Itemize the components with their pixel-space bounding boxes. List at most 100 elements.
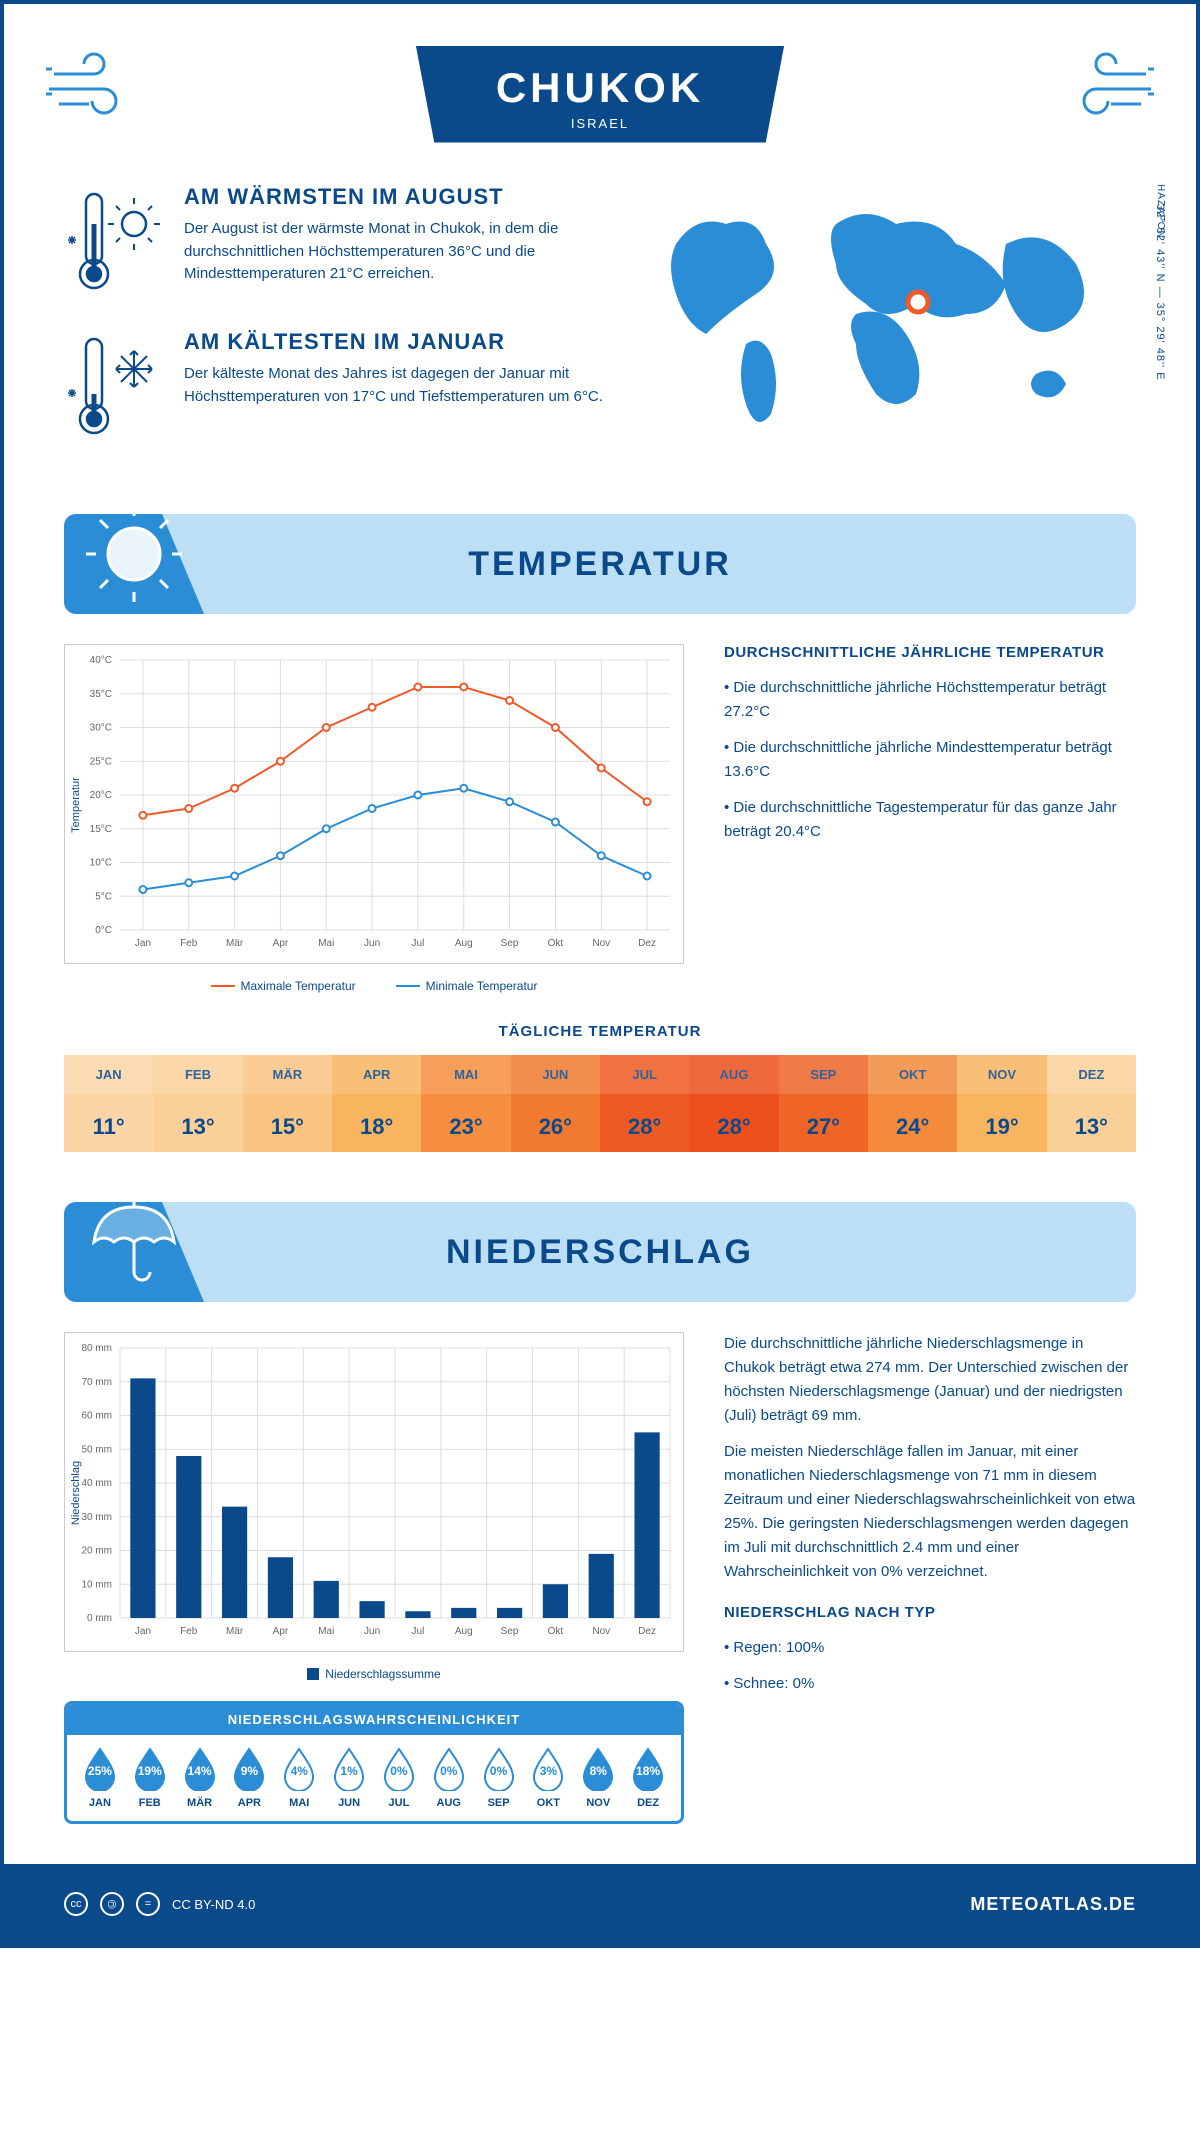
daily-temp-month: DEZ	[1047, 1055, 1136, 1094]
world-map-icon	[656, 184, 1116, 444]
by-icon: 🄯	[100, 1892, 124, 1916]
warmest-text: Der August ist der wärmste Monat in Chuk…	[184, 218, 616, 286]
svg-text:Feb: Feb	[180, 938, 198, 949]
precip-text-2: Die meisten Niederschläge fallen im Janu…	[724, 1440, 1136, 1584]
svg-text:Jun: Jun	[364, 938, 380, 949]
svg-text:Niederschlag: Niederschlag	[70, 1461, 82, 1525]
daily-temp-value: 13°	[153, 1094, 242, 1152]
svg-text:Mai: Mai	[318, 1626, 334, 1637]
daily-temp-value: 28°	[600, 1094, 689, 1152]
country-subtitle: ISRAEL	[496, 116, 704, 131]
temperature-line-chart: 0°C5°C10°C15°C20°C25°C30°C35°C40°CJanFeb…	[64, 644, 684, 964]
coldest-fact: AM KÄLTESTEN IM JANUAR Der kälteste Mona…	[64, 329, 616, 444]
daily-temp-month: JUL	[600, 1055, 689, 1094]
daily-temp-title: TÄGLICHE TEMPERATUR	[64, 1023, 1136, 1040]
svg-text:Apr: Apr	[273, 1626, 289, 1637]
daily-temp-month: SEP	[779, 1055, 868, 1094]
temperature-title: TEMPERATUR	[468, 545, 732, 584]
svg-text:Temperatur: Temperatur	[70, 777, 82, 833]
svg-text:5°C: 5°C	[95, 891, 112, 902]
nd-icon: =	[136, 1892, 160, 1916]
probability-title: NIEDERSCHLAGSWAHRSCHEINLICHKEIT	[67, 1704, 681, 1735]
temp-info-title: DURCHSCHNITTLICHE JÄHRLICHE TEMPERATUR	[724, 644, 1136, 661]
svg-text:Okt: Okt	[548, 938, 564, 949]
intro-section: AM WÄRMSTEN IM AUGUST Der August ist der…	[64, 184, 1136, 474]
svg-text:60 mm: 60 mm	[81, 1411, 112, 1422]
svg-text:Jul: Jul	[412, 1626, 425, 1637]
temp-info-bullet: • Die durchschnittliche Tagestemperatur …	[724, 796, 1136, 844]
coordinates: 32° 52' 43'' N — 35° 29' 48'' E	[1154, 204, 1166, 381]
bar-legend: Niederschlagssumme	[64, 1667, 684, 1681]
svg-text:Aug: Aug	[455, 1626, 473, 1637]
temperature-section-header: TEMPERATUR	[64, 514, 1136, 614]
probability-cell: 0%AUG	[424, 1747, 474, 1809]
precipitation-title: NIEDERSCHLAG	[446, 1233, 754, 1272]
svg-text:Apr: Apr	[273, 938, 289, 949]
svg-text:40 mm: 40 mm	[81, 1478, 112, 1489]
precip-type-bullet: • Schnee: 0%	[724, 1672, 1136, 1696]
svg-text:Mär: Mär	[226, 1626, 244, 1637]
svg-text:30 mm: 30 mm	[81, 1512, 112, 1523]
svg-text:Jan: Jan	[135, 1626, 151, 1637]
svg-text:0°C: 0°C	[95, 925, 112, 936]
thermometer-cold-icon	[64, 329, 164, 444]
precip-type-bullet: • Regen: 100%	[724, 1636, 1136, 1660]
precip-text-1: Die durchschnittliche jährliche Niedersc…	[724, 1332, 1136, 1428]
sun-icon	[84, 504, 184, 609]
daily-temp-month: MÄR	[243, 1055, 332, 1094]
probability-cell: 4%MAI	[274, 1747, 324, 1809]
daily-temp-value: 11°	[64, 1094, 153, 1152]
daily-temp-month: JAN	[64, 1055, 153, 1094]
daily-temperature-table: TÄGLICHE TEMPERATUR JANFEBMÄRAPRMAIJUNJU…	[64, 1023, 1136, 1152]
svg-text:35°C: 35°C	[90, 689, 112, 700]
svg-text:Sep: Sep	[501, 938, 519, 949]
city-title: CHUKOK	[496, 64, 704, 112]
warmest-title: AM WÄRMSTEN IM AUGUST	[184, 184, 616, 210]
svg-text:Okt: Okt	[548, 1626, 564, 1637]
svg-text:10°C: 10°C	[90, 858, 112, 869]
probability-box: NIEDERSCHLAGSWAHRSCHEINLICHKEIT 25%JAN19…	[64, 1701, 684, 1824]
daily-temp-month: AUG	[689, 1055, 778, 1094]
svg-text:80 mm: 80 mm	[81, 1343, 112, 1354]
probability-cell: 19%FEB	[125, 1747, 175, 1809]
title-ribbon: CHUKOK ISRAEL	[416, 46, 784, 143]
footer: cc 🄯 = CC BY-ND 4.0 METEOATLAS.DE	[4, 1864, 1196, 1944]
probability-cell: 18%DEZ	[623, 1747, 673, 1809]
probability-cell: 25%JAN	[75, 1747, 125, 1809]
svg-text:30°C: 30°C	[90, 723, 112, 734]
daily-temp-value: 19°	[957, 1094, 1046, 1152]
svg-text:Nov: Nov	[592, 938, 610, 949]
daily-temp-month: JUN	[511, 1055, 600, 1094]
probability-cell: 0%SEP	[474, 1747, 524, 1809]
svg-text:10 mm: 10 mm	[81, 1579, 112, 1590]
site-name: METEOATLAS.DE	[970, 1894, 1136, 1915]
daily-temp-value: 15°	[243, 1094, 332, 1152]
svg-text:15°C: 15°C	[90, 824, 112, 835]
probability-cell: 0%JUL	[374, 1747, 424, 1809]
svg-text:0 mm: 0 mm	[87, 1613, 112, 1624]
precipitation-bar-chart: 0 mm10 mm20 mm30 mm40 mm50 mm60 mm70 mm8…	[64, 1332, 684, 1652]
legend-min: Minimale Temperatur	[426, 979, 538, 993]
daily-temp-value: 18°	[332, 1094, 421, 1152]
world-map-box: HAZAFON 32° 52' 43'' N — 35° 29' 48'' E	[656, 184, 1136, 474]
daily-temp-month: OKT	[868, 1055, 957, 1094]
coldest-text: Der kälteste Monat des Jahres ist dagege…	[184, 363, 616, 408]
probability-cell: 9%APR	[224, 1747, 274, 1809]
svg-text:Dez: Dez	[638, 938, 656, 949]
thermometer-hot-icon	[64, 184, 164, 299]
svg-text:Dez: Dez	[638, 1626, 656, 1637]
svg-text:Aug: Aug	[455, 938, 473, 949]
svg-text:20°C: 20°C	[90, 790, 112, 801]
legend-max: Maximale Temperatur	[241, 979, 356, 993]
warmest-fact: AM WÄRMSTEN IM AUGUST Der August ist der…	[64, 184, 616, 299]
wind-icon	[44, 44, 144, 129]
infographic-page: CHUKOK ISRAEL	[0, 0, 1200, 1948]
svg-text:Sep: Sep	[501, 1626, 519, 1637]
svg-text:Jun: Jun	[364, 1626, 380, 1637]
svg-text:Jan: Jan	[135, 938, 151, 949]
daily-temp-value: 24°	[868, 1094, 957, 1152]
svg-text:25°C: 25°C	[90, 756, 112, 767]
daily-temp-value: 28°	[689, 1094, 778, 1152]
svg-text:Feb: Feb	[180, 1626, 198, 1637]
daily-temp-month: APR	[332, 1055, 421, 1094]
